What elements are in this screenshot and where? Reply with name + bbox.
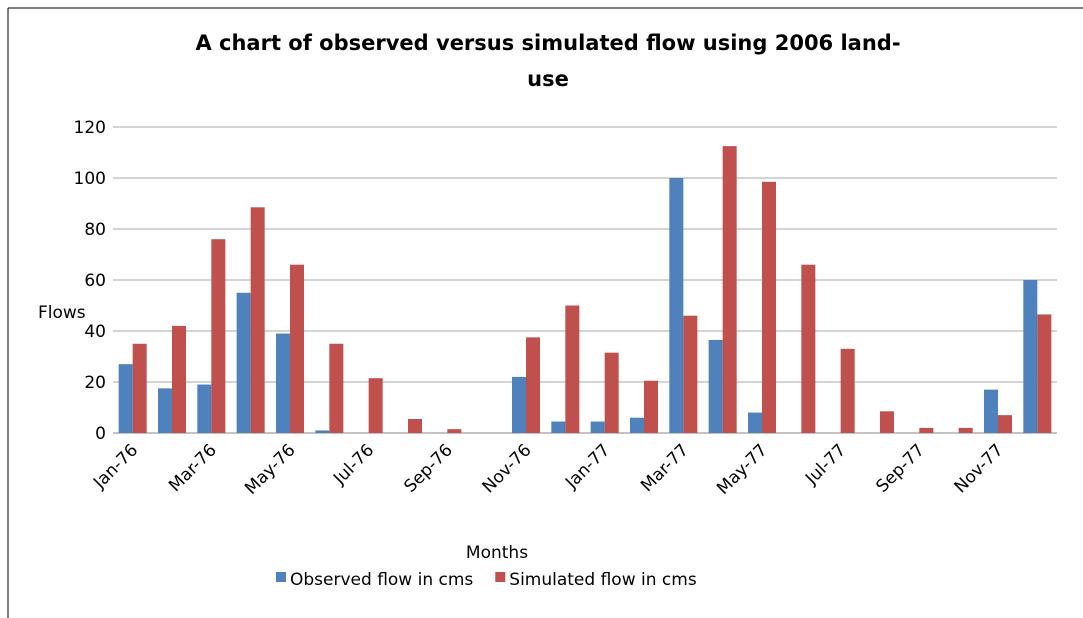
bar — [1037, 314, 1052, 433]
bar — [132, 343, 147, 433]
x-tick-label: Jan-76 — [89, 440, 142, 493]
bar — [526, 337, 540, 433]
bar — [919, 427, 934, 433]
bar — [447, 429, 462, 433]
bar — [315, 430, 330, 433]
bar — [118, 364, 133, 433]
bar — [290, 264, 304, 433]
bar — [630, 417, 644, 433]
bar — [644, 380, 658, 433]
bar — [958, 427, 973, 433]
x-tick-label: Mar-76 — [165, 440, 221, 496]
y-tick-label: 120 — [74, 118, 106, 138]
x-tick-label: Jul-77 — [801, 440, 850, 489]
bar — [998, 415, 1012, 433]
bar — [236, 292, 251, 433]
legend-swatch — [276, 572, 286, 582]
x-tick-label: Sep-76 — [400, 440, 456, 496]
bar — [211, 239, 226, 433]
y-tick-label: 60 — [84, 271, 106, 291]
y-tick-label: 80 — [84, 220, 106, 240]
bar — [590, 421, 605, 433]
bar — [250, 207, 265, 433]
y-axis-label: Flows — [38, 303, 86, 323]
bar — [158, 388, 172, 433]
bar — [276, 333, 290, 433]
bar — [368, 378, 383, 433]
bar — [172, 325, 186, 433]
legend-label: Simulated flow in cms — [509, 570, 697, 590]
bar — [1023, 280, 1038, 433]
x-tick-label: Nov-76 — [479, 440, 536, 497]
bar — [604, 352, 619, 433]
x-tick-label: Jan-77 — [561, 440, 614, 493]
legend-label: Observed flow in cms — [290, 570, 473, 590]
bar — [708, 339, 723, 433]
chart-title: A chart of observed versus simulated flo… — [195, 31, 900, 55]
x-tick-label: May-77 — [713, 440, 771, 498]
bar — [840, 348, 855, 433]
y-tick-label: 0 — [95, 424, 106, 444]
bar — [748, 412, 762, 433]
bar — [683, 315, 698, 433]
bar — [722, 146, 737, 433]
legend-swatch — [495, 572, 506, 582]
x-axis-label: Months — [466, 543, 528, 563]
bar — [984, 389, 998, 433]
bar — [551, 421, 566, 433]
bar — [408, 418, 422, 433]
bar — [762, 181, 776, 433]
bar — [512, 376, 526, 433]
bar — [565, 305, 580, 433]
bar — [880, 411, 894, 433]
y-tick-label: 20 — [84, 373, 106, 393]
x-tick-label: Nov-77 — [951, 440, 1008, 497]
bar — [669, 178, 684, 433]
x-tick-label: Sep-77 — [872, 440, 928, 496]
x-tick-label: Mar-77 — [637, 440, 693, 496]
y-tick-label: 100 — [74, 169, 106, 189]
y-tick-label: 40 — [84, 322, 106, 342]
x-tick-label: Jul-76 — [329, 440, 378, 489]
bar — [329, 343, 344, 433]
bar — [197, 384, 212, 433]
chart-title: use — [527, 67, 569, 91]
x-tick-label: May-76 — [241, 440, 299, 498]
bar — [801, 264, 816, 433]
